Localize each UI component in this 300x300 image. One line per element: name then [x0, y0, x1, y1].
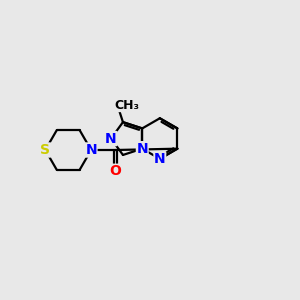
- Text: N: N: [105, 131, 117, 146]
- Text: O: O: [110, 164, 122, 178]
- Text: N: N: [85, 143, 97, 157]
- Text: CH₃: CH₃: [115, 98, 140, 112]
- Text: N: N: [136, 142, 148, 156]
- Text: S: S: [40, 143, 50, 157]
- Text: N: N: [154, 152, 166, 166]
